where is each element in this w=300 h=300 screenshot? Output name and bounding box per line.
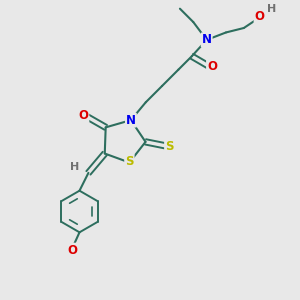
Text: S: S	[165, 140, 174, 153]
Text: H: H	[70, 162, 80, 172]
Text: S: S	[125, 154, 134, 167]
Text: O: O	[78, 109, 88, 122]
Text: N: N	[202, 33, 212, 46]
Text: O: O	[255, 10, 265, 22]
Text: H: H	[267, 4, 277, 14]
Text: O: O	[67, 244, 77, 256]
Text: O: O	[207, 60, 217, 73]
Text: N: N	[126, 114, 136, 127]
